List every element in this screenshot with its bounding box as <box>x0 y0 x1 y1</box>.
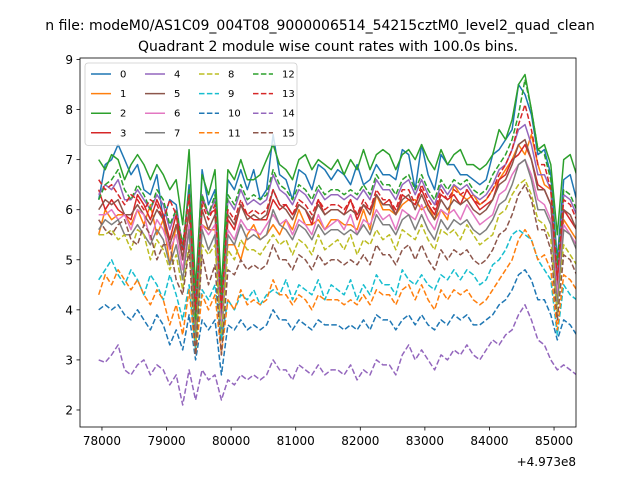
y-tick-label: 2 <box>65 403 73 417</box>
legend-label-4: 4 <box>174 70 180 81</box>
series-line-7 <box>98 158 576 341</box>
series-line-5 <box>98 138 576 321</box>
x-tick-label: 80000 <box>212 434 250 448</box>
legend-label-14: 14 <box>282 109 295 120</box>
x-tick-label: 79000 <box>147 434 185 448</box>
y-tick-label: 8 <box>65 103 73 117</box>
series-line-9 <box>98 228 576 351</box>
figure-suptitle: n file: modeM0/AS1C09_004T08_9000006514_… <box>45 18 594 34</box>
legend-label-9: 9 <box>228 89 234 100</box>
axes-frame <box>79 57 577 428</box>
x-axis: 78000 79000 80000 81000 82000 83000 84000 85000 <box>83 427 573 448</box>
legend-label-7: 7 <box>174 128 180 139</box>
y-tick-label: 7 <box>65 153 73 167</box>
legend-label-12: 12 <box>282 70 295 81</box>
legend-label-3: 3 <box>120 128 126 139</box>
x-tick-label: 78000 <box>83 434 121 448</box>
series-line-13 <box>98 103 576 311</box>
series-line-0 <box>97 83 576 301</box>
legend-label-10: 10 <box>228 109 241 120</box>
series-line-6 <box>98 158 576 341</box>
series-line-12 <box>98 78 576 321</box>
y-axis: 2 3 4 5 6 7 8 9 <box>65 53 80 417</box>
x-tick-label: 84000 <box>470 434 508 448</box>
legend-label-15: 15 <box>282 128 295 139</box>
legend-label-11: 11 <box>228 128 241 139</box>
series-line-14 <box>98 304 576 406</box>
series-line-11 <box>97 228 576 356</box>
x-tick-label: 83000 <box>406 434 444 448</box>
legend-label-1: 1 <box>120 89 126 100</box>
series-line-8 <box>98 178 576 351</box>
y-tick-label: 3 <box>65 353 73 367</box>
legend-label-5: 5 <box>174 89 180 100</box>
chart-title: Quadrant 2 module wise count rates with … <box>138 39 518 55</box>
legend-label-8: 8 <box>228 70 234 81</box>
legend-label-13: 13 <box>282 89 295 100</box>
y-tick-label: 6 <box>65 203 73 217</box>
y-tick-label: 5 <box>65 253 73 267</box>
series-layer <box>97 73 576 406</box>
legend-label-2: 2 <box>120 109 126 120</box>
legend-box <box>84 62 298 146</box>
series-line-2 <box>98 73 576 291</box>
legend-label-6: 6 <box>174 109 180 120</box>
x-offset-label: +4.973e8 <box>517 455 576 469</box>
series-line-1 <box>97 133 576 316</box>
x-tick-label: 85000 <box>535 434 573 448</box>
y-tick-label: 4 <box>65 303 73 317</box>
y-tick-label: 9 <box>65 53 73 67</box>
legend-label-0: 0 <box>120 70 126 81</box>
x-tick-label: 81000 <box>277 434 315 448</box>
x-tick-label: 82000 <box>341 434 379 448</box>
